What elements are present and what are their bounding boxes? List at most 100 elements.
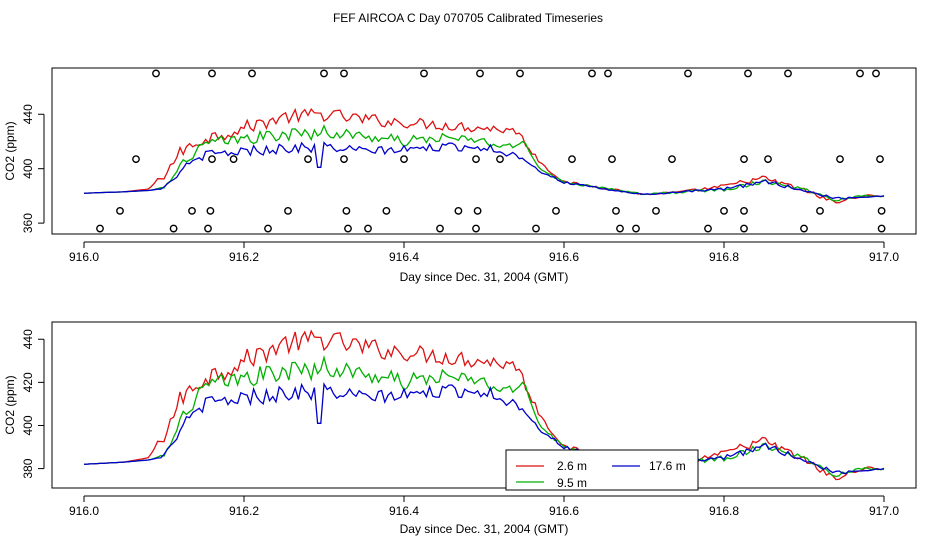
flag-marker	[872, 69, 880, 78]
flag-marker	[284, 206, 292, 215]
flag-marker	[588, 69, 596, 78]
legend-label-17-6m: 17.6 m	[649, 459, 686, 473]
series-line-9-5-m	[83, 124, 885, 202]
x-tick-label: 916.4	[389, 250, 419, 264]
flag-marker	[532, 224, 540, 233]
series-line-17-6-m	[83, 141, 885, 200]
y-tick-label: 400	[21, 415, 35, 435]
y-tick-label: 440	[21, 104, 35, 124]
flag-marker	[229, 155, 238, 164]
x-tick-label: 916.8	[709, 250, 739, 264]
x-tick-label: 917.0	[869, 504, 899, 518]
flag-marker	[344, 224, 352, 233]
flag-marker	[152, 69, 160, 78]
flag-marker	[877, 206, 886, 215]
flag-marker	[684, 69, 692, 78]
legend-label-9-5m: 9.5 m	[557, 476, 587, 490]
plot-frame-top	[51, 67, 917, 235]
x-axis-label-bottom: Day since Dec. 31, 2004 (GMT)	[400, 522, 569, 536]
flag-marker	[340, 155, 348, 164]
flag-marker	[472, 224, 480, 233]
y-ticks-bottom: 380 400 420 440	[21, 329, 45, 479]
flag-marker	[364, 224, 372, 233]
flag-marker	[169, 224, 178, 233]
flag-marker	[652, 206, 660, 215]
series-line-17-6-m	[83, 382, 885, 475]
figure-title: FEF AIRCOA C Day 070705 Calibrated Times…	[333, 11, 603, 25]
flags-top	[96, 69, 886, 233]
series-top	[83, 107, 885, 204]
flag-marker	[784, 69, 792, 78]
flag-marker	[340, 69, 348, 78]
flag-marker	[382, 206, 391, 215]
flag-marker	[877, 224, 886, 233]
flag-marker	[454, 206, 463, 215]
y-tick-label: 360	[21, 213, 35, 233]
flag-marker	[612, 206, 620, 215]
y-tick-label: 380	[21, 458, 35, 478]
y-tick-label: 440	[21, 329, 35, 349]
x-ticks-bottom: 916.0 916.2 916.4 916.6 916.8 917.0	[69, 495, 899, 518]
flag-marker	[342, 206, 351, 215]
x-tick-label: 916.8	[709, 504, 739, 518]
x-tick-label: 916.0	[69, 504, 99, 518]
flag-marker	[800, 224, 808, 233]
flag-marker	[206, 206, 215, 215]
flag-marker	[740, 206, 748, 215]
flag-marker	[740, 155, 748, 164]
flag-marker	[568, 155, 576, 164]
flag-marker	[816, 206, 824, 215]
flag-marker	[616, 224, 624, 233]
x-axis-label-top: Day since Dec. 31, 2004 (GMT)	[400, 270, 569, 284]
x-tick-label: 916.4	[389, 504, 419, 518]
x-tick-label: 917.0	[869, 250, 899, 264]
flag-marker	[668, 155, 676, 164]
flag-marker	[632, 224, 640, 233]
x-ticks-top: 916.0 916.2 916.4 916.6 916.8 917.0	[69, 241, 899, 264]
y-tick-label: 400	[21, 158, 35, 178]
flag-marker	[116, 206, 124, 215]
flag-marker	[516, 69, 524, 78]
flag-marker	[208, 69, 216, 78]
series-bottom	[83, 329, 885, 481]
flag-marker	[420, 69, 428, 78]
flag-marker	[720, 206, 728, 215]
flag-marker	[704, 224, 712, 233]
series-line-2-6-m	[83, 107, 885, 204]
x-tick-label: 916.2	[229, 250, 259, 264]
flag-marker	[740, 224, 748, 233]
flag-marker	[552, 206, 560, 215]
y-ticks-top: 360 400 440	[21, 104, 45, 233]
flag-marker	[876, 155, 884, 164]
y-axis-label-top: CO2 (ppm)	[3, 121, 17, 180]
x-tick-label: 916.6	[549, 250, 579, 264]
flag-marker	[476, 69, 484, 78]
flag-marker	[856, 69, 864, 78]
flag-marker	[132, 155, 140, 164]
x-tick-label: 916.0	[69, 250, 99, 264]
flag-marker	[264, 224, 272, 233]
flag-marker	[608, 155, 616, 164]
legend-box	[505, 449, 699, 491]
flag-marker	[208, 155, 216, 164]
panel-bottom: CO2 (ppm) Day since Dec. 31, 2004 (GMT) …	[3, 321, 917, 536]
flag-marker	[473, 206, 482, 215]
series-line-2-6-m	[83, 329, 885, 481]
panel-top: CO2 (ppm) Day since Dec. 31, 2004 (GMT) …	[3, 67, 917, 284]
series-line-9-5-m	[83, 354, 885, 478]
flag-marker	[204, 224, 212, 233]
x-tick-label: 916.2	[229, 504, 259, 518]
flag-marker	[400, 155, 408, 164]
flag-marker	[472, 155, 480, 164]
plot-frame-bottom	[51, 321, 917, 489]
y-tick-label: 420	[21, 372, 35, 392]
flag-marker	[248, 69, 256, 78]
flag-marker	[764, 155, 772, 164]
flag-marker	[496, 155, 504, 164]
flag-marker	[836, 155, 844, 164]
flag-marker	[96, 224, 104, 233]
legend-label-2-6m: 2.6 m	[557, 459, 587, 473]
flag-marker	[744, 69, 752, 78]
flag-marker	[304, 155, 312, 164]
